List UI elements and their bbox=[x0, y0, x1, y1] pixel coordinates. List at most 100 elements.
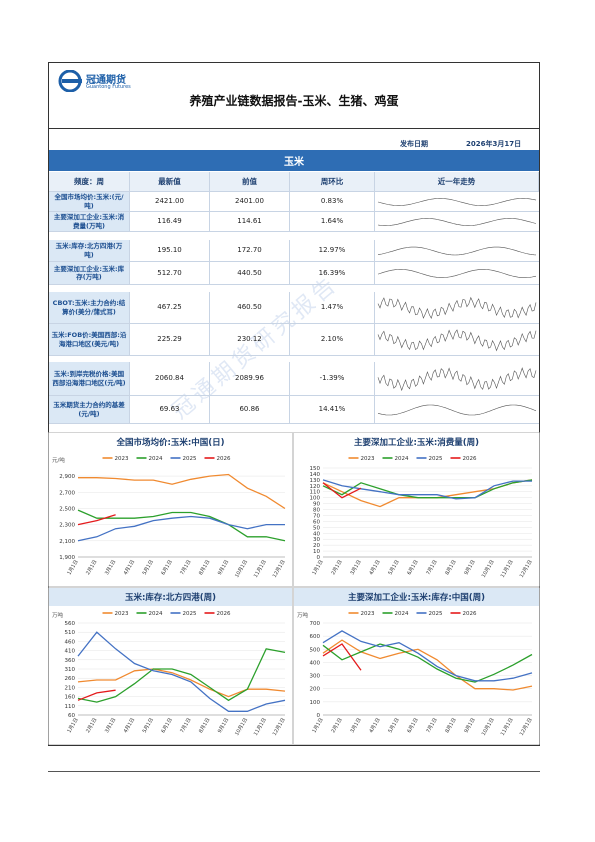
y-tick-label: 260 bbox=[65, 676, 76, 682]
logo-icon bbox=[58, 70, 82, 92]
legend-label: 2023 bbox=[115, 456, 129, 462]
unit-label: 万吨 bbox=[297, 611, 309, 619]
table-cell: 2421.00 bbox=[130, 192, 210, 212]
y-tick-label: 0 bbox=[317, 713, 321, 719]
y-tick-label: 210 bbox=[65, 685, 76, 691]
table-cell: -1.39% bbox=[290, 362, 375, 396]
row-label: CBOT:玉米:主力合约:结算价(美分/蒲式耳) bbox=[49, 292, 130, 324]
y-tick-label: 2,500 bbox=[59, 506, 75, 512]
table-cell: 172.70 bbox=[210, 240, 290, 262]
y-tick-label: 120 bbox=[310, 484, 321, 490]
sparkline-path bbox=[377, 198, 537, 206]
row-label: 主要深加工企业:玉米:库存(万吨) bbox=[49, 262, 130, 285]
legend-label: 2025 bbox=[429, 456, 443, 462]
series-line bbox=[77, 689, 116, 701]
table-cell: 230.12 bbox=[210, 324, 290, 356]
y-tick-label: 1,900 bbox=[59, 555, 75, 561]
y-tick-label: 560 bbox=[65, 621, 76, 627]
legend-label: 2024 bbox=[395, 611, 409, 617]
table-cell: 60.86 bbox=[210, 396, 290, 424]
y-tick-label: 150 bbox=[310, 466, 321, 472]
chart: 主要深加工企业:玉米:库存:中国(周) 万吨 0 100 200 300 400 500 600… bbox=[293, 587, 540, 745]
y-tick-label: 460 bbox=[65, 639, 76, 645]
y-tick-label: 70 bbox=[313, 513, 320, 519]
y-tick-label: 310 bbox=[65, 667, 76, 673]
y-tick-label: 700 bbox=[310, 621, 321, 627]
y-tick-label: 600 bbox=[310, 634, 321, 640]
table-cell: 2401.00 bbox=[210, 192, 290, 212]
date-label: 发布日期 bbox=[400, 140, 428, 148]
series-line bbox=[77, 648, 286, 703]
table-cell: 1.47% bbox=[290, 292, 375, 324]
table-cell: 2.10% bbox=[290, 324, 375, 356]
series-line bbox=[322, 643, 533, 683]
sparkline bbox=[375, 404, 539, 424]
y-tick-label: 100 bbox=[310, 700, 321, 706]
series-line bbox=[322, 639, 533, 691]
column-header: 周环比 bbox=[290, 172, 375, 192]
column-header: 最新值 bbox=[130, 172, 210, 192]
y-tick-label: 2,100 bbox=[59, 539, 75, 545]
legend-label: 2024 bbox=[149, 456, 163, 462]
y-tick-label: 60 bbox=[313, 519, 320, 525]
y-tick-label: 90 bbox=[313, 502, 320, 508]
y-tick-label: 10 bbox=[313, 549, 320, 555]
legend-label: 2026 bbox=[217, 456, 231, 462]
y-tick-label: 60 bbox=[68, 713, 75, 719]
legend-label: 2023 bbox=[115, 611, 129, 617]
chart-title: 全国市场均价:玉米:中国(日) bbox=[115, 437, 224, 448]
sparkline-path bbox=[377, 269, 537, 278]
sparkline bbox=[375, 198, 539, 212]
sparkline bbox=[375, 246, 539, 262]
table-cell: 440.50 bbox=[210, 262, 290, 285]
title-bg bbox=[49, 588, 292, 606]
sparkline bbox=[375, 296, 539, 324]
chart-title: 主要深加工企业:玉米:消费量(周) bbox=[354, 437, 479, 448]
sparkline-path bbox=[377, 404, 537, 416]
table-cell: 116.49 bbox=[130, 212, 210, 232]
column-header: 近一年走势 bbox=[375, 172, 539, 192]
report-title: 养殖产业链数据报告-玉米、生猪、鸡蛋 bbox=[189, 94, 399, 108]
y-tick-label: 130 bbox=[310, 478, 321, 484]
y-tick-label: 2,900 bbox=[59, 474, 75, 480]
row-label: 玉米:FOB价:美国西部:沿海港口地区(美元/吨) bbox=[49, 324, 130, 356]
sparkline-path bbox=[377, 246, 537, 256]
sparkline bbox=[375, 269, 539, 285]
series-line bbox=[322, 479, 533, 499]
sparkline-path bbox=[377, 367, 537, 392]
row-label: 主要深加工企业:玉米:消费量(万吨) bbox=[49, 212, 130, 232]
legend-label: 2024 bbox=[149, 611, 163, 617]
legend-label: 2026 bbox=[463, 456, 477, 462]
y-tick-label: 160 bbox=[65, 695, 76, 701]
table-cell: 14.41% bbox=[290, 396, 375, 424]
sparkline bbox=[375, 367, 539, 396]
chart: 主要深加工企业:玉米:消费量(周)01020304050607080901001… bbox=[293, 432, 540, 587]
y-tick-label: 2,300 bbox=[59, 523, 75, 529]
y-tick-label: 80 bbox=[313, 508, 320, 514]
table-cell: 114.61 bbox=[210, 212, 290, 232]
series-line bbox=[77, 514, 116, 526]
row-label: 玉米期货主力合约的基差(元/吨) bbox=[49, 396, 130, 424]
legend-label: 2024 bbox=[395, 456, 409, 462]
y-tick-label: 200 bbox=[310, 687, 321, 693]
table-cell: 16.39% bbox=[290, 262, 375, 285]
column-header: 频度：周 bbox=[49, 172, 130, 192]
series-line bbox=[77, 668, 286, 698]
series-line bbox=[78, 473, 286, 510]
title-bg bbox=[49, 433, 292, 451]
y-tick-label: 50 bbox=[313, 525, 320, 531]
table-cell: 2060.84 bbox=[130, 362, 210, 396]
section-title: 玉米 bbox=[49, 150, 539, 171]
y-tick-label: 40 bbox=[313, 531, 320, 537]
y-tick-label: 360 bbox=[65, 658, 76, 664]
series-line bbox=[77, 515, 285, 542]
row-label: 玉米:到岸完税价格:美国西部沿海港口地区(元/吨) bbox=[49, 362, 130, 396]
y-tick-label: 510 bbox=[65, 630, 76, 636]
y-tick-label: 300 bbox=[310, 674, 321, 680]
table-cell: 225.29 bbox=[130, 324, 210, 356]
chart: 玉米:库存:北方四港(周) 万吨 60 110 160 210 260 310 360 410 46… bbox=[48, 587, 293, 745]
y-tick-label: 110 bbox=[310, 490, 321, 496]
series-line bbox=[322, 479, 532, 500]
table-cell: 12.97% bbox=[290, 240, 375, 262]
y-tick-label: 500 bbox=[310, 647, 321, 653]
